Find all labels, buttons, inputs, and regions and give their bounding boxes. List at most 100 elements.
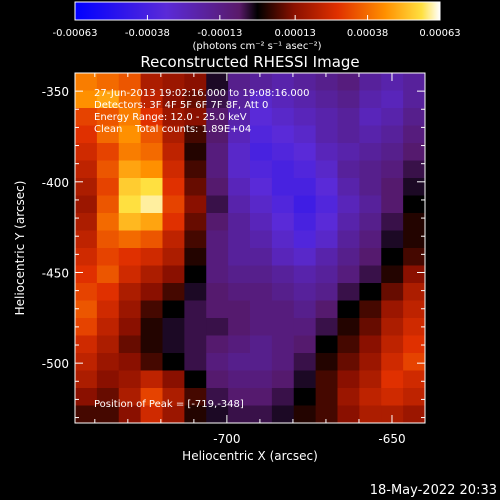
heatmap-cell (228, 125, 251, 144)
heatmap-cell (184, 248, 207, 267)
overlay-detectors: Detectors: 3F 4F 5F 6F 7F 8F, Att 0 (94, 100, 268, 111)
heatmap-cell (184, 73, 207, 92)
heatmap-cell (315, 370, 339, 389)
heatmap-cell (315, 73, 339, 92)
heatmap-cell (315, 143, 339, 162)
heatmap-cell (337, 318, 360, 337)
heatmap-cell (228, 178, 251, 197)
plot-frame (74, 72, 426, 424)
y-tick-labels: -350 -400 -450 -500 (42, 85, 69, 371)
heatmap-cell (337, 300, 360, 319)
chart-title: Reconstructed RHESSI Image (140, 53, 359, 71)
heatmap-cell (250, 283, 273, 302)
heatmap-cell (140, 195, 164, 214)
heatmap-cell (162, 108, 185, 127)
heatmap-cell (381, 90, 404, 109)
heatmap-cell (403, 143, 425, 162)
heatmap-cell (206, 125, 229, 144)
heatmap-cell (337, 335, 360, 354)
colorbar-tick-label: 0.00013 (274, 28, 315, 39)
heatmap-cell (337, 195, 360, 214)
heatmap-cell (228, 353, 251, 372)
heatmap-cell (162, 143, 185, 162)
y-tick-label: -500 (42, 357, 69, 371)
heatmap-cell (118, 283, 142, 302)
heatmap-cell (271, 160, 295, 179)
axis-ticks (75, 72, 426, 423)
heatmap-cell (271, 388, 295, 407)
overlay-info: 27-Jun-2013 19:02:16.000 to 19:08:16.000… (94, 88, 310, 410)
heatmap-cell (184, 335, 207, 354)
heatmap-cell (293, 248, 317, 267)
heatmap-cell (250, 160, 273, 179)
heatmap-cell (359, 178, 382, 197)
heatmap-cell (75, 265, 98, 284)
heatmap-cell (359, 283, 382, 302)
heatmap-cell (359, 353, 382, 372)
heatmap-cell (228, 335, 251, 354)
heatmap-cell (359, 265, 382, 284)
heatmap-cell (337, 108, 360, 127)
x-tick-label: -700 (213, 432, 240, 446)
heatmap-cell (118, 300, 142, 319)
heatmap-cell (140, 125, 164, 144)
heatmap-cell (381, 300, 404, 319)
heatmap-cell (206, 318, 229, 337)
heatmap-cell (118, 370, 142, 389)
y-tick-label: -350 (42, 85, 69, 99)
heatmap-cell (293, 178, 317, 197)
heatmap-cell (228, 230, 251, 249)
heatmap-cell (315, 160, 339, 179)
heatmap-cell (381, 388, 404, 407)
heatmap-cell (118, 178, 142, 197)
heatmap-cell (162, 335, 185, 354)
heatmap-cell (75, 90, 98, 109)
colorbar-gradient (74, 1, 441, 21)
heatmap-cell (271, 230, 295, 249)
heatmap-cell (206, 178, 229, 197)
heatmap-cell (293, 143, 317, 162)
heatmap-cell (184, 143, 207, 162)
heatmap-cell (75, 370, 98, 389)
heatmap-cell (359, 90, 382, 109)
heatmap-cell (403, 195, 425, 214)
heatmap-cell (293, 388, 317, 407)
heatmap-cell (315, 388, 339, 407)
heatmap-cell (96, 73, 120, 92)
heatmap-cell (96, 265, 120, 284)
heatmap-cell (184, 300, 207, 319)
heatmap-cell (271, 318, 295, 337)
heatmap-cell (162, 265, 185, 284)
heatmap-cell (293, 160, 317, 179)
heatmap-cell (403, 335, 425, 354)
heatmap-cell (271, 283, 295, 302)
heatmap-cell (75, 125, 98, 144)
heatmap-cell (359, 73, 382, 92)
heatmap-cell (184, 283, 207, 302)
heatmap-cell (140, 353, 164, 372)
heatmap-cell (250, 213, 273, 232)
heatmap-cell (271, 300, 295, 319)
heatmap-cell (337, 265, 360, 284)
heatmap-cell (271, 195, 295, 214)
heatmap-cell (271, 73, 295, 92)
heatmap-cell (250, 143, 273, 162)
heatmap-cell (337, 143, 360, 162)
heatmap-cell (403, 160, 425, 179)
heatmap-cell (96, 143, 120, 162)
heatmap-cell (271, 265, 295, 284)
heatmap-cell (250, 265, 273, 284)
heatmap-cell (403, 213, 425, 232)
heatmap-cell (381, 143, 404, 162)
heatmap-cell (403, 353, 425, 372)
heatmap-cell (184, 213, 207, 232)
heatmap-cell (250, 230, 273, 249)
heatmap-cell (250, 300, 273, 319)
heatmap-cell (75, 388, 98, 407)
heatmap-cell (75, 318, 98, 337)
heatmap-cell (359, 160, 382, 179)
heatmap-cell (118, 265, 142, 284)
heatmap-cell (403, 178, 425, 197)
heatmap-cell (250, 370, 273, 389)
heatmap-cell (75, 73, 98, 92)
